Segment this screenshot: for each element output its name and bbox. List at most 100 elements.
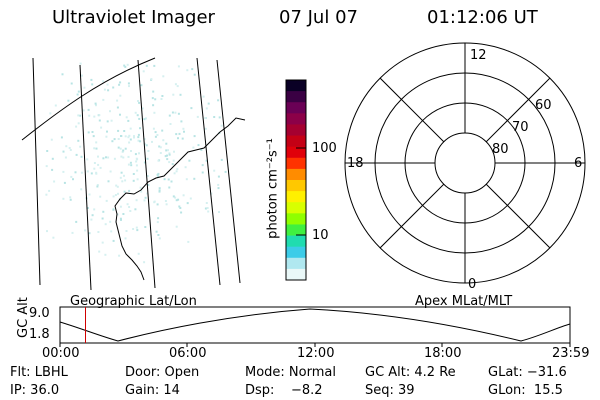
uv-emission-dot bbox=[145, 64, 148, 67]
uv-emission-dot bbox=[125, 116, 128, 119]
uv-emission-dot bbox=[151, 97, 154, 100]
uv-emission-dot bbox=[95, 171, 98, 174]
uv-emission-dot bbox=[46, 150, 49, 152]
uv-emission-dot bbox=[172, 195, 175, 198]
meridian-line bbox=[32, 57, 41, 286]
uv-emission-dot bbox=[116, 106, 119, 109]
uv-emission-dot bbox=[130, 150, 132, 152]
uv-emission-dot bbox=[75, 153, 78, 156]
timeline-x-label: 12:00 bbox=[297, 346, 335, 361]
uv-emission-dot bbox=[87, 131, 90, 134]
uv-emission-dot bbox=[69, 149, 72, 151]
uv-emission-dot bbox=[177, 112, 180, 115]
uv-emission-dot bbox=[130, 164, 133, 167]
uv-emission-dot bbox=[113, 138, 116, 141]
mlt-label-6: 6 bbox=[574, 156, 583, 171]
uv-emission-dot bbox=[205, 159, 208, 162]
uv-emission-dot bbox=[156, 134, 159, 136]
uv-emission-dot bbox=[180, 211, 183, 214]
time-label: 01:12:06 UT bbox=[427, 7, 538, 28]
meridian-line bbox=[137, 59, 156, 289]
uv-emission-dot bbox=[168, 161, 171, 164]
uv-emission-dot bbox=[134, 208, 137, 211]
uv-emission-dot bbox=[220, 158, 223, 161]
coastline bbox=[114, 117, 246, 281]
meridian-line bbox=[79, 64, 92, 291]
uv-emission-dot bbox=[178, 132, 181, 135]
uv-emission-dot bbox=[165, 142, 168, 145]
uv-emission-dot bbox=[153, 111, 156, 114]
uv-emission-dots bbox=[45, 62, 227, 264]
uv-emission-dot bbox=[187, 240, 190, 243]
uv-emission-dot bbox=[159, 152, 162, 154]
uv-emission-dot bbox=[147, 184, 150, 186]
uv-emission-dot bbox=[111, 140, 114, 143]
uv-emission-dot bbox=[137, 136, 140, 139]
uv-emission-dot bbox=[70, 82, 73, 85]
uv-emission-dot bbox=[181, 137, 184, 140]
uv-emission-dot bbox=[106, 130, 108, 133]
uv-emission-dot bbox=[172, 93, 175, 96]
uv-emission-dot bbox=[196, 115, 199, 118]
colorbar-swatch bbox=[286, 202, 306, 214]
uv-emission-dot bbox=[95, 104, 97, 107]
uv-emission-dot bbox=[80, 171, 83, 174]
uv-emission-dot bbox=[162, 75, 165, 78]
uv-emission-dot bbox=[168, 153, 171, 156]
uv-emission-dot bbox=[122, 213, 125, 215]
uv-emission-dot bbox=[104, 223, 107, 226]
uv-emission-dot bbox=[157, 217, 160, 220]
uv-emission-dot bbox=[176, 85, 179, 88]
uv-emission-dot bbox=[124, 135, 127, 138]
ip-info: IP: 36.0 bbox=[10, 383, 60, 398]
uv-emission-dot bbox=[122, 156, 125, 159]
uv-emission-dot bbox=[201, 164, 204, 167]
uv-emission-dot bbox=[159, 146, 162, 149]
uv-emission-dot bbox=[156, 221, 159, 224]
uv-emission-dot bbox=[177, 65, 180, 68]
uv-emission-dot bbox=[179, 93, 182, 96]
uv-emission-dot bbox=[64, 156, 67, 159]
uv-emission-dot bbox=[93, 162, 96, 164]
uv-emission-dot bbox=[150, 78, 153, 81]
uv-emission-dot bbox=[102, 210, 105, 213]
colorbar-swatch bbox=[286, 268, 306, 281]
uv-emission-dot bbox=[178, 205, 181, 208]
uv-emission-dot bbox=[63, 181, 66, 184]
timeline-frame bbox=[59, 306, 571, 344]
uv-emission-dot bbox=[117, 138, 120, 140]
gain-info: Gain: 14 bbox=[125, 383, 180, 398]
uv-emission-dot bbox=[98, 119, 101, 122]
uv-emission-dot bbox=[95, 147, 98, 150]
uv-emission-dot bbox=[129, 210, 132, 212]
colorbar-swatch bbox=[286, 157, 306, 170]
uv-emission-dot bbox=[97, 231, 100, 233]
uv-emission-dot bbox=[80, 188, 83, 191]
uv-emission-dot bbox=[166, 158, 169, 161]
uv-emission-dot bbox=[109, 170, 112, 173]
uv-emission-dot bbox=[145, 144, 148, 147]
colorbar-swatch bbox=[286, 80, 306, 92]
uv-emission-dot bbox=[91, 214, 94, 217]
uv-emission-dot bbox=[175, 170, 178, 173]
uv-emission-dot bbox=[186, 202, 189, 205]
uv-emission-dot bbox=[96, 185, 99, 188]
uv-emission-dot bbox=[186, 69, 189, 72]
uv-emission-dot bbox=[167, 149, 169, 152]
uv-emission-dot bbox=[224, 170, 227, 173]
uv-emission-dot bbox=[93, 167, 96, 170]
uv-emission-dot bbox=[46, 230, 48, 233]
uv-emission-dot bbox=[207, 102, 210, 105]
uv-emission-dot bbox=[90, 218, 93, 221]
instrument-title: Ultraviolet Imager bbox=[52, 7, 215, 28]
uv-emission-dot bbox=[161, 95, 164, 97]
seq-info: Seq: 39 bbox=[365, 383, 415, 398]
uv-emission-dot bbox=[204, 207, 207, 210]
uv-emission-dot bbox=[144, 226, 147, 228]
uv-emission-dot bbox=[52, 236, 55, 239]
colorbar-tick-label: 100 bbox=[312, 141, 337, 156]
geographic-label: Geographic Lat/Lon bbox=[70, 294, 197, 309]
uv-emission-dot bbox=[122, 149, 125, 152]
